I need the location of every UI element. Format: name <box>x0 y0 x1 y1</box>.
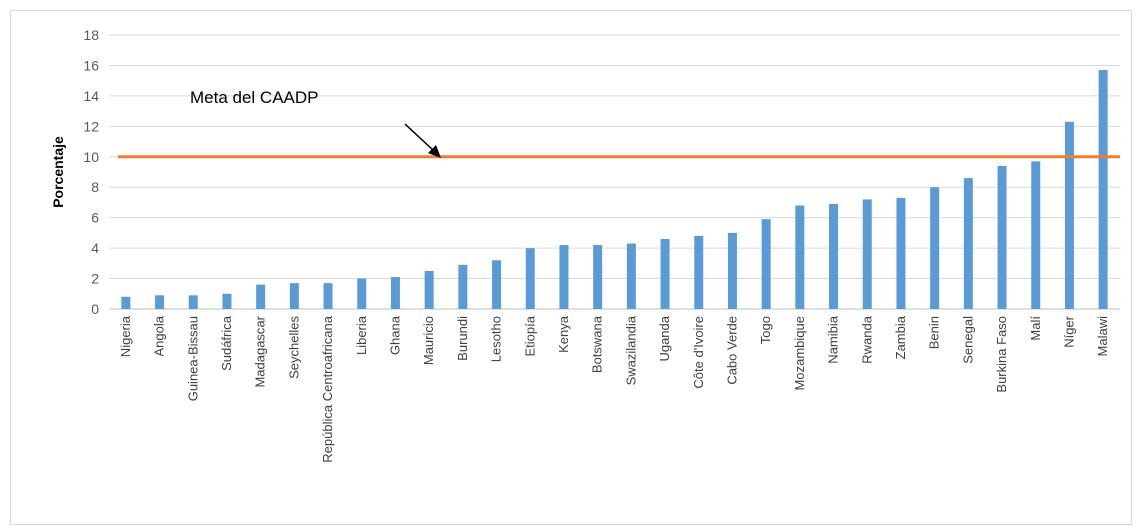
bar <box>896 197 906 309</box>
x-tick-label: Côte d'Ivoire <box>691 316 706 389</box>
x-axis-ticks: Nigeria Angola Guinea-Bissau Sudáfrica Madag… <box>118 315 1110 462</box>
bar <box>761 219 771 309</box>
x-tick-label: Madagascar <box>253 315 268 387</box>
arrowhead-icon <box>428 145 441 158</box>
bars <box>121 70 1108 310</box>
bar <box>1064 121 1074 310</box>
bar <box>222 293 232 309</box>
bar <box>121 296 131 309</box>
target-line-label: Meta del CAADP <box>190 88 319 107</box>
y-tick-label: 10 <box>83 149 99 165</box>
x-tick-label: Sudáfrica <box>219 315 234 371</box>
bar <box>829 203 839 309</box>
bar <box>963 178 973 309</box>
y-tick-label: 8 <box>91 179 99 195</box>
x-tick-label: Nigeria <box>118 315 133 357</box>
x-tick-label: Cabo Verde <box>724 316 739 385</box>
bar <box>357 278 367 309</box>
bar <box>930 187 940 309</box>
x-tick-label: Burkina Faso <box>994 316 1009 393</box>
x-tick-label: Burundi <box>455 316 470 361</box>
bar <box>593 245 603 309</box>
x-tick-label: Seychelles <box>286 316 301 379</box>
y-tick-label: 4 <box>91 240 99 256</box>
x-tick-label: Swazilandia <box>623 315 638 385</box>
x-tick-label: Guinea-Bissau <box>185 316 200 401</box>
x-tick-label: Kenya <box>556 315 571 353</box>
x-tick-label: Mozambique <box>792 316 807 390</box>
bar <box>492 260 502 309</box>
x-tick-label: Namibia <box>826 315 841 363</box>
x-tick-label: Benin <box>927 316 942 349</box>
bar <box>458 264 468 309</box>
x-tick-label: Etiopía <box>522 315 537 356</box>
y-tick-label: 12 <box>83 118 99 134</box>
x-tick-label: Ghana <box>387 315 402 355</box>
x-tick-label: República Centroafricana <box>320 315 335 462</box>
bar <box>1031 161 1041 309</box>
bar <box>997 165 1007 309</box>
bar <box>289 283 299 309</box>
y-tick-label: 0 <box>91 301 99 317</box>
y-tick-label: 14 <box>83 88 99 104</box>
bar <box>155 295 165 309</box>
bar <box>559 245 569 309</box>
bar <box>626 243 636 309</box>
bar <box>694 235 704 309</box>
y-tick-label: 2 <box>91 271 99 287</box>
x-tick-label: Botswana <box>590 315 605 373</box>
x-tick-label: Senegal <box>960 316 975 364</box>
bar <box>862 199 872 309</box>
bar <box>660 238 670 309</box>
bar <box>1098 70 1108 309</box>
x-tick-label: Rwanda <box>859 315 874 363</box>
bar <box>525 248 535 309</box>
x-tick-label: Zambia <box>893 315 908 359</box>
bar <box>390 277 400 309</box>
y-tick-label: 18 <box>83 27 99 43</box>
y-axis-label: Porcentaje <box>50 136 66 208</box>
bar <box>727 232 737 309</box>
bar <box>256 284 266 309</box>
x-tick-label: Uganda <box>657 315 672 361</box>
bar <box>795 205 805 309</box>
x-tick-label: Níger <box>1061 315 1076 347</box>
x-tick-label: Mauricio <box>421 316 436 365</box>
x-tick-label: Angola <box>152 315 167 356</box>
x-tick-label: Lesotho <box>489 316 504 362</box>
y-tick-label: 16 <box>83 57 99 73</box>
y-tick-label: 6 <box>91 210 99 226</box>
bar <box>424 270 434 309</box>
x-tick-label: Liberia <box>354 315 369 355</box>
y-axis-ticks: 0 2 4 6 8 10 12 14 16 18 <box>83 27 99 317</box>
x-tick-label: Malawi <box>1095 316 1110 357</box>
bar <box>188 295 198 309</box>
x-tick-label: Malí <box>1028 316 1043 341</box>
x-tick-label: Togo <box>758 316 773 344</box>
bar <box>323 283 333 309</box>
target-arrow <box>404 123 435 152</box>
